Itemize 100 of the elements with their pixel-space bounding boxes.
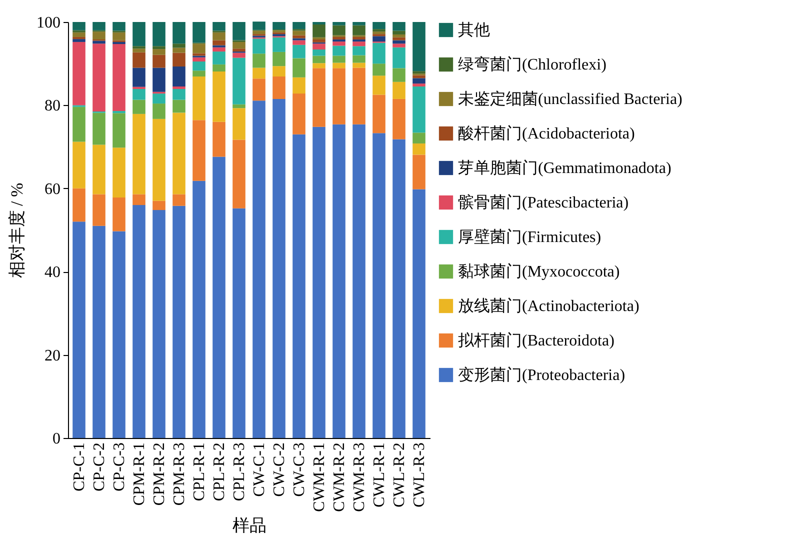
bar	[132, 46, 146, 49]
bar	[392, 37, 406, 40]
bar	[172, 22, 186, 44]
bar	[272, 66, 286, 76]
bar	[172, 48, 186, 53]
x-tick-label: CWM-R-2	[331, 442, 348, 512]
bar	[192, 180, 206, 438]
bar	[312, 63, 326, 68]
bar	[392, 40, 406, 44]
bar	[232, 22, 246, 40]
bar	[132, 52, 146, 68]
bar	[212, 122, 226, 157]
x-tick-label: CWL-R-2	[391, 442, 408, 508]
bar	[132, 22, 146, 46]
bar	[212, 52, 226, 64]
bar	[312, 24, 326, 38]
bar	[192, 120, 206, 181]
bar	[172, 194, 186, 206]
bar	[352, 68, 366, 124]
bar	[272, 52, 286, 66]
bar	[412, 86, 426, 133]
bar	[132, 100, 146, 114]
bar	[192, 22, 206, 43]
x-tick-label: CPM-R-3	[171, 442, 188, 506]
bar	[392, 47, 406, 68]
bar	[252, 54, 266, 68]
bar	[372, 22, 386, 30]
bar	[72, 222, 86, 438]
bar	[332, 39, 346, 42]
x-tick-label: CW-C-3	[291, 442, 308, 497]
legend-label: 酸杆菌门(Acidobacteriota)	[458, 124, 635, 142]
bar	[232, 104, 246, 108]
bar	[232, 52, 246, 58]
bar	[412, 143, 426, 155]
bar	[132, 68, 146, 87]
bar	[292, 40, 306, 45]
legend-label: 厚壁菌门(Firmicutes)	[458, 228, 602, 246]
bar	[372, 29, 386, 32]
bar	[92, 144, 106, 194]
bar	[192, 76, 206, 120]
bar	[292, 134, 306, 438]
legend-label: 髌骨菌门(Patescibacteria)	[458, 194, 629, 212]
bar	[152, 104, 166, 119]
bar	[172, 206, 186, 438]
bar	[352, 124, 366, 438]
bar	[92, 32, 106, 40]
y-tick-label: 60	[44, 180, 60, 198]
bar	[92, 44, 106, 112]
bar	[152, 210, 166, 438]
bar	[392, 139, 406, 438]
bar	[312, 49, 326, 56]
y-tick-label: 100	[36, 14, 60, 32]
bar	[292, 94, 306, 134]
bar	[192, 57, 206, 62]
bar	[352, 62, 366, 68]
bar	[312, 44, 326, 50]
bar	[352, 55, 366, 63]
bar	[192, 62, 206, 71]
bar	[252, 22, 266, 30]
x-tick-label: CW-C-2	[271, 442, 288, 497]
bar	[412, 75, 426, 78]
bar	[272, 76, 286, 99]
bar	[312, 56, 326, 64]
bar	[312, 68, 326, 127]
x-tick-label: CP-C-2	[91, 442, 108, 492]
bar	[172, 52, 186, 67]
legend-label: 未鉴定细菌(unclassified Bacteria)	[458, 90, 682, 108]
bar	[332, 36, 346, 40]
bar	[172, 44, 186, 48]
bar	[232, 58, 246, 104]
bar	[212, 40, 226, 46]
y-tick-label: 20	[44, 347, 60, 364]
bar	[412, 84, 426, 86]
bar	[352, 25, 366, 36]
bar	[152, 94, 166, 104]
bar	[212, 64, 226, 72]
bar	[372, 133, 386, 438]
bar	[332, 42, 346, 46]
bar	[192, 70, 206, 76]
x-tick-label: CPL-R-3	[231, 442, 248, 502]
bar	[332, 68, 346, 124]
bar	[392, 82, 406, 99]
y-tick-label: 80	[44, 98, 60, 115]
x-axis-title: 样品	[232, 516, 266, 535]
bar	[392, 30, 406, 34]
bar	[412, 78, 426, 84]
bar	[372, 36, 386, 42]
bar	[392, 44, 406, 48]
legend-label: 放线菌门(Actinobacteriota)	[458, 297, 640, 315]
bar	[352, 46, 366, 56]
bar	[152, 46, 166, 50]
legend-label: 绿弯菌门(Chloroflexi)	[458, 56, 606, 74]
bar	[252, 30, 266, 34]
bar	[132, 114, 146, 194]
bar	[152, 54, 166, 68]
x-tick-label: CPL-R-2	[211, 442, 228, 502]
legend-label: 变形菌门(Proteobacteria)	[458, 366, 626, 384]
x-tick-label: CPM-R-1	[131, 442, 148, 506]
bar	[332, 62, 346, 68]
bar	[112, 113, 126, 148]
